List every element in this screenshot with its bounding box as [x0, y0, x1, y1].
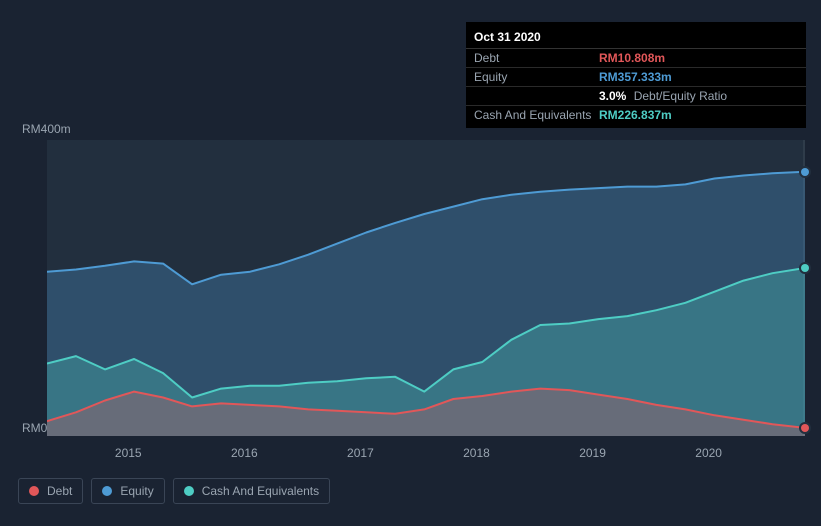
tooltip-label — [474, 89, 599, 103]
tooltip-label: Debt — [474, 51, 599, 65]
x-tick: 2015 — [115, 446, 142, 460]
series-end-marker — [801, 168, 809, 176]
series-end-marker — [801, 264, 809, 272]
y-axis-label-max: RM400m — [22, 122, 71, 136]
plot-area[interactable] — [47, 140, 805, 436]
x-tick: 2019 — [579, 446, 606, 460]
x-tick: 2017 — [347, 446, 374, 460]
x-tick: 2018 — [463, 446, 490, 460]
chart-tooltip: Oct 31 2020 Debt RM10.808m Equity RM357.… — [466, 22, 806, 128]
x-axis: 2015 2016 2017 2018 2019 2020 — [47, 446, 805, 464]
tooltip-label: Cash And Equivalents — [474, 108, 599, 122]
legend: Debt Equity Cash And Equivalents — [18, 478, 330, 504]
tooltip-row-equity: Equity RM357.333m — [466, 68, 806, 87]
tooltip-value: RM226.837m — [599, 108, 672, 122]
tooltip-row-cash: Cash And Equivalents RM226.837m — [466, 106, 806, 124]
series-end-marker — [801, 424, 809, 432]
tooltip-row-ratio: 3.0% Debt/Equity Ratio — [466, 87, 806, 106]
tooltip-value: RM357.333m — [599, 70, 672, 84]
tooltip-label: Equity — [474, 70, 599, 84]
x-tick: 2016 — [231, 446, 258, 460]
tooltip-ratio-pct: 3.0% — [599, 89, 626, 103]
financials-area-chart: Oct 31 2020 Debt RM10.808m Equity RM357.… — [0, 0, 821, 526]
tooltip-ratio-label: Debt/Equity Ratio — [634, 89, 727, 103]
x-tick: 2020 — [695, 446, 722, 460]
legend-swatch — [102, 486, 112, 496]
legend-swatch — [29, 486, 39, 496]
legend-label: Cash And Equivalents — [202, 484, 319, 498]
legend-item-cash[interactable]: Cash And Equivalents — [173, 478, 330, 504]
legend-swatch — [184, 486, 194, 496]
tooltip-value: RM10.808m — [599, 51, 665, 65]
y-axis-label-min: RM0 — [22, 421, 47, 435]
chart-svg — [47, 140, 805, 436]
legend-label: Equity — [120, 484, 153, 498]
legend-label: Debt — [47, 484, 72, 498]
tooltip-row-debt: Debt RM10.808m — [466, 49, 806, 68]
legend-item-equity[interactable]: Equity — [91, 478, 164, 504]
tooltip-date: Oct 31 2020 — [466, 26, 806, 49]
legend-item-debt[interactable]: Debt — [18, 478, 83, 504]
